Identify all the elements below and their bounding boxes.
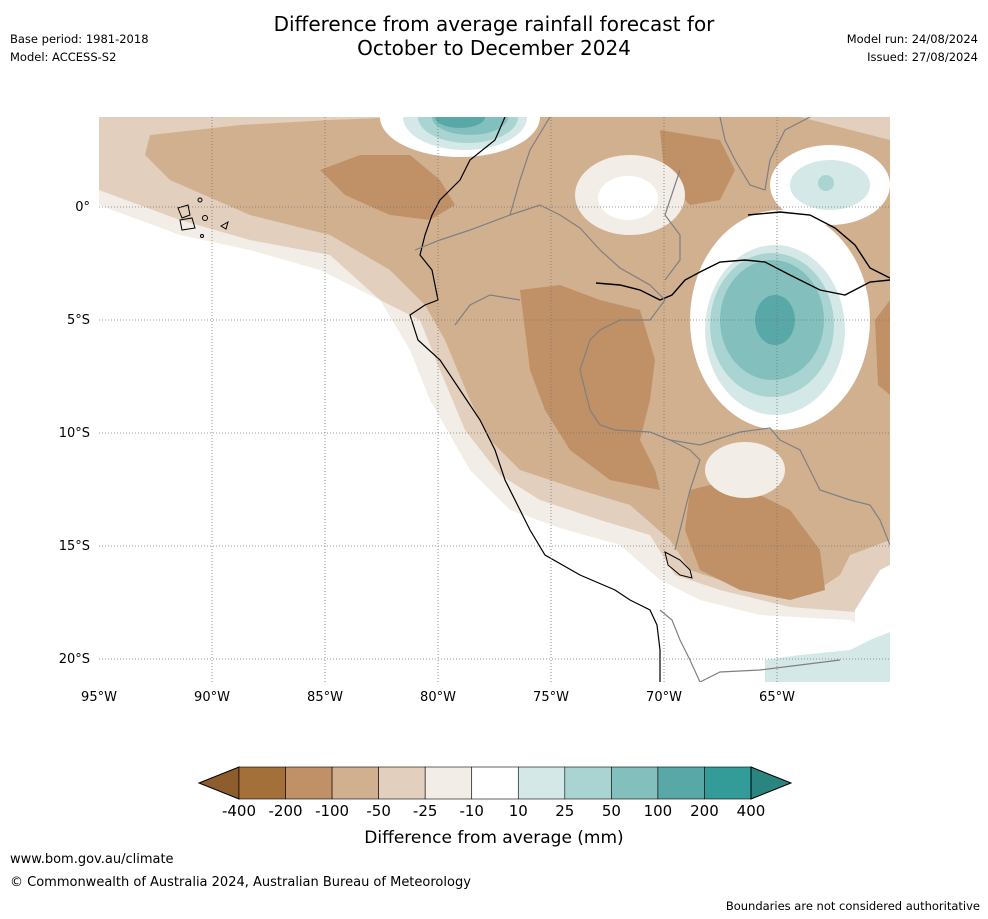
colorbar-tick-label: 400 bbox=[737, 802, 766, 820]
footer-disclaimer: Boundaries are not considered authoritat… bbox=[725, 899, 980, 913]
coastline bbox=[409, 117, 661, 682]
lat-label: 5°S bbox=[67, 313, 90, 328]
meta-left: Base period: 1981-2018 Model: ACCESS-S2 bbox=[10, 30, 149, 66]
lon-label: 70°W bbox=[646, 690, 682, 705]
wet-ne-core bbox=[818, 175, 834, 191]
footer-url: www.bom.gov.au/climate bbox=[10, 852, 174, 867]
lon-label: 80°W bbox=[420, 690, 456, 705]
colorbar-swatch bbox=[378, 766, 426, 800]
colorbar-swatch bbox=[285, 766, 333, 800]
lon-label: 65°W bbox=[759, 690, 795, 705]
title-line-2: October to December 2024 bbox=[357, 36, 631, 60]
lon-label: 95°W bbox=[81, 690, 117, 705]
meta-right: Model run: 24/08/2024 Issued: 27/08/2024 bbox=[847, 30, 978, 66]
colorbar-tick-label: -200 bbox=[269, 802, 303, 820]
colorbar-tick-label: -10 bbox=[459, 802, 484, 820]
colorbar-tick-label: 25 bbox=[555, 802, 574, 820]
anomaly-blob-north bbox=[320, 155, 455, 220]
colorbar-swatch bbox=[657, 766, 705, 800]
galapagos-islands bbox=[177, 197, 229, 238]
colorbar-swatch bbox=[471, 766, 519, 800]
colorbar-tick-label: 200 bbox=[690, 802, 719, 820]
anomaly-hole-southeast bbox=[705, 442, 785, 498]
lon-label: 85°W bbox=[307, 690, 343, 705]
lat-label: 10°S bbox=[59, 426, 90, 441]
colorbar-tick-label: -50 bbox=[366, 802, 391, 820]
colorbar bbox=[197, 766, 793, 800]
longitude-labels: 95°W 90°W 85°W 80°W 75°W 70°W 65°W bbox=[81, 690, 795, 705]
issued-date: Issued: 27/08/2024 bbox=[867, 50, 978, 64]
lat-label: 20°S bbox=[59, 652, 90, 667]
anomaly-blob-central bbox=[520, 285, 660, 490]
white-se-corner bbox=[855, 565, 890, 640]
river-north bbox=[747, 211, 890, 279]
colorbar-swatch bbox=[238, 766, 286, 800]
base-period: Base period: 1981-2018 bbox=[10, 32, 149, 46]
rainfall-anomaly-field bbox=[99, 117, 890, 682]
colorbar-tick-label: -100 bbox=[315, 802, 349, 820]
model-run: Model run: 24/08/2024 bbox=[846, 32, 978, 46]
latitude-labels: 0° 5°S 10°S 15°S 20°S bbox=[59, 200, 90, 667]
colorbar-swatch bbox=[517, 766, 566, 800]
colorbar-swatch bbox=[611, 766, 659, 800]
anomaly-hole-north-inner bbox=[598, 176, 658, 220]
lon-label: 90°W bbox=[194, 690, 230, 705]
colorbar-tick-label: 100 bbox=[644, 802, 673, 820]
colorbar-swatch bbox=[564, 766, 612, 800]
colorbar-ticks: -400 -200 -100 -50 -25 -10 10 25 50 100 200 400 bbox=[222, 802, 765, 820]
colorbar-tick-label: 50 bbox=[602, 802, 621, 820]
colorbar-extend-high bbox=[750, 766, 793, 800]
colorbar-tick-label: 10 bbox=[509, 802, 528, 820]
lon-label: 75°W bbox=[533, 690, 569, 705]
footer-copyright: © Commonwealth of Australia 2024, Austra… bbox=[10, 875, 471, 890]
anomaly-blob-south bbox=[685, 480, 825, 600]
anomaly-band-medium bbox=[145, 117, 890, 595]
colorbar-swatch bbox=[704, 766, 752, 800]
lat-label: 15°S bbox=[59, 539, 90, 554]
graticule bbox=[99, 117, 890, 682]
anomaly-blob-east bbox=[875, 300, 890, 395]
title-line-1: Difference from average rainfall forecas… bbox=[273, 12, 715, 36]
map-title: Difference from average rainfall forecas… bbox=[0, 12, 988, 60]
model-name: Model: ACCESS-S2 bbox=[10, 50, 117, 64]
colorbar-label: Difference from average (mm) bbox=[364, 828, 623, 848]
colorbar-tick-label: -400 bbox=[222, 802, 256, 820]
wet-se-corner bbox=[765, 632, 890, 682]
colorbar-swatch bbox=[424, 766, 473, 800]
amazon-river bbox=[595, 259, 890, 301]
lake-titicaca bbox=[664, 551, 693, 579]
colorbar-tick-label: -25 bbox=[413, 802, 438, 820]
colorbar-swatch bbox=[331, 766, 379, 800]
country-borders bbox=[414, 117, 890, 682]
wet-nw-200 bbox=[435, 117, 485, 128]
colorbar-extend-low bbox=[197, 766, 240, 800]
lat-label: 0° bbox=[75, 200, 90, 215]
